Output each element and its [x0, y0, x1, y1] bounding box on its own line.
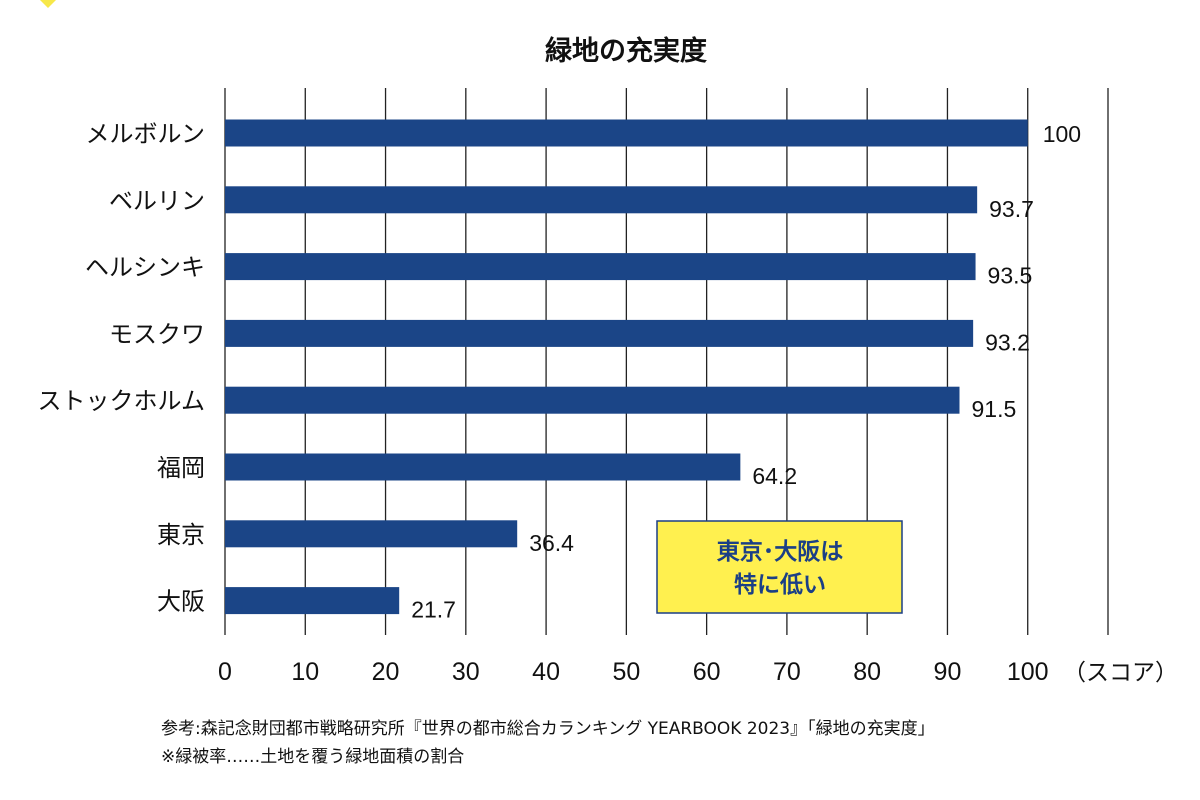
x-tick-label: 40 [532, 658, 560, 686]
value-label: 36.4 [529, 530, 574, 556]
value-label: 93.5 [988, 263, 1033, 289]
x-tick-label: 80 [853, 658, 881, 686]
value-label: 64.2 [752, 463, 797, 489]
bar [225, 119, 1028, 147]
bars [225, 119, 1028, 615]
value-labels: 100 93.7 93.5 93.2 91.5 64.2 36.4 21.7 [411, 121, 1081, 623]
category-label: ストックホルム [37, 387, 205, 415]
source-citation: 参考:森記念財団都市戦略研究所『世界の都市総合カランキング YEARBOOK 2… [161, 719, 935, 739]
x-tick-label: 20 [372, 658, 400, 686]
bar [225, 453, 741, 481]
category-label: メルボルン [85, 120, 205, 148]
grid-lines [224, 88, 1109, 635]
x-tick-labels: 0 10 20 30 40 50 60 70 80 90 100 [218, 658, 1049, 686]
value-label: 93.2 [985, 329, 1030, 355]
footnote: ※緑被率……土地を覆う緑地面積の割合 [161, 747, 465, 767]
x-tick-label: 100 [1007, 658, 1049, 686]
bar [225, 386, 960, 414]
decorative-yellow-marker [40, 0, 56, 8]
bar [225, 253, 976, 281]
category-label: 福岡 [157, 454, 205, 482]
category-label: ベルリン [109, 187, 205, 215]
x-tick-label: 0 [218, 658, 232, 686]
x-tick-label: 70 [773, 658, 801, 686]
x-tick-label: 10 [291, 658, 319, 686]
category-label: 東京 [157, 521, 205, 549]
category-label: ヘルシンキ [85, 254, 205, 282]
x-tick-label: 90 [934, 658, 962, 686]
category-label: モスクワ [109, 320, 205, 348]
bar [225, 186, 978, 214]
annotation-line-1: 東京･大阪は [717, 538, 844, 565]
annotation-line-2: 特に低い [734, 572, 826, 598]
x-tick-label: 50 [612, 658, 640, 686]
bar [225, 319, 974, 347]
value-label: 21.7 [411, 597, 456, 623]
value-label: 91.5 [971, 396, 1016, 422]
annotation-box [656, 520, 903, 614]
bar [225, 520, 518, 548]
chart-title: 緑地の充実度 [545, 35, 707, 67]
value-label: 100 [1043, 121, 1081, 147]
category-label: 大阪 [157, 588, 205, 616]
value-label: 93.7 [989, 196, 1034, 222]
x-axis-unit-label: （スコア） [1063, 660, 1178, 686]
bar [225, 587, 400, 615]
x-tick-label: 60 [693, 658, 721, 686]
x-tick-label: 30 [452, 658, 480, 686]
annotation-callout: 東京･大阪は 特に低い [656, 520, 903, 614]
